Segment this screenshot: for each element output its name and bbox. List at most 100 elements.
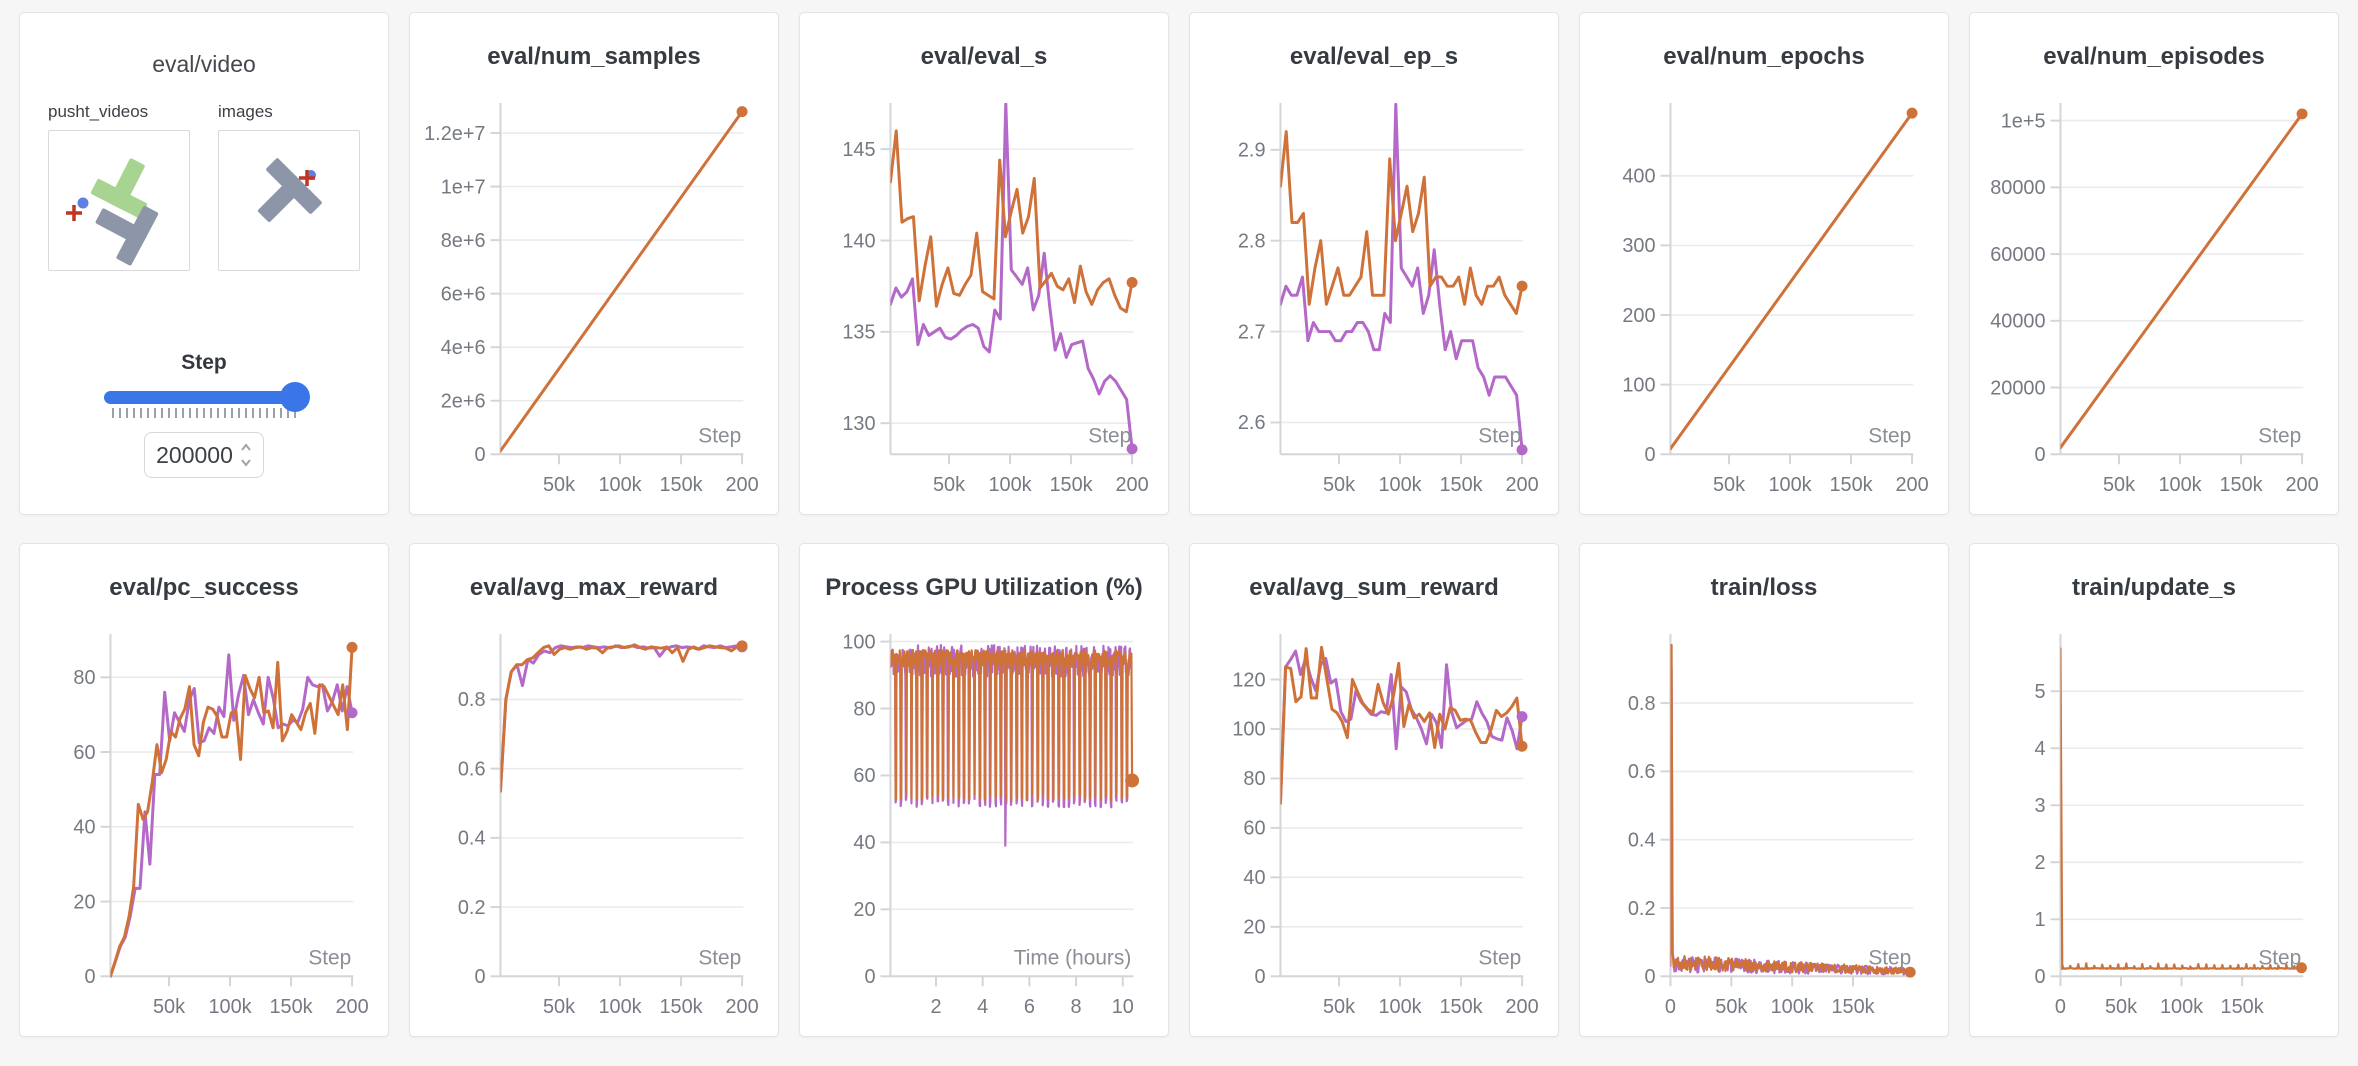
x-tick-label: 50k bbox=[1713, 474, 1745, 496]
stepper-arrows-icon[interactable] bbox=[240, 442, 252, 468]
series-line-purple bbox=[1280, 102, 1524, 452]
x-tick-label: 50k bbox=[153, 996, 185, 1018]
x-axis-label: Step bbox=[1088, 424, 1131, 447]
x-tick-label: 10 bbox=[1112, 996, 1134, 1018]
x-tick-label: 100k bbox=[208, 996, 251, 1018]
y-tick-label: 0 bbox=[84, 966, 95, 988]
images-thumbnail[interactable] bbox=[218, 130, 360, 271]
series-endpoint-orange bbox=[736, 640, 748, 652]
series-line-orange bbox=[2060, 112, 2304, 450]
series-line-orange bbox=[110, 645, 354, 978]
pusht-video-thumbnail[interactable] bbox=[48, 130, 190, 271]
y-tick-label: 100 bbox=[1622, 374, 1655, 396]
x-tick-label: 6 bbox=[1024, 996, 1035, 1018]
series-line-purple bbox=[890, 102, 1134, 451]
y-tick-label: 0 bbox=[864, 966, 875, 988]
y-tick-label: 2 bbox=[2034, 852, 2045, 874]
video-item-label: pusht_videos bbox=[48, 102, 149, 121]
chart-title: eval/eval_s bbox=[920, 43, 1048, 70]
y-tick-label: 400 bbox=[1622, 166, 1655, 188]
y-tick-label: 20 bbox=[1243, 917, 1265, 939]
x-tick-label: 100k bbox=[2160, 996, 2203, 1018]
chart-title: train/update_s bbox=[2071, 574, 2237, 601]
chart-plot-avg_sum_reward[interactable]: 0 20 40 60 80 100 120 50k 100k 150k 200 Step bbox=[1190, 624, 1558, 1036]
y-tick-label: 0.2 bbox=[458, 897, 486, 919]
series-line-orange bbox=[890, 648, 1134, 802]
x-tick-label: 200 bbox=[1895, 474, 1928, 496]
video-item-images: images bbox=[218, 102, 360, 271]
series-line-orange bbox=[500, 110, 744, 453]
step-number-input[interactable]: 200000 bbox=[144, 432, 264, 478]
y-tick-label: 8e+6 bbox=[441, 230, 486, 252]
chart-plot-num_samples[interactable]: 0 2e+6 4e+6 6e+6 8e+6 1e+7 1.2e+7 50k 100k 150k 20… bbox=[410, 93, 778, 514]
x-axis-label: Step bbox=[1478, 424, 1521, 447]
x-tick-label: 4 bbox=[977, 996, 988, 1018]
x-tick-label: 50k bbox=[1323, 996, 1355, 1018]
step-slider-ticks bbox=[112, 408, 300, 418]
y-tick-label: 0.2 bbox=[1628, 898, 1656, 920]
y-tick-label: 0 bbox=[1644, 444, 1655, 466]
series-line-orange bbox=[890, 129, 1134, 314]
series-endpoint-orange bbox=[2295, 962, 2307, 974]
x-tick-label: 150k bbox=[1439, 996, 1482, 1018]
chart-plot-pc_success[interactable]: 0 20 40 60 80 50k 100k 150k 200 Step bbox=[20, 624, 388, 1036]
series-endpoint-orange bbox=[346, 641, 358, 653]
series-endpoint-orange bbox=[1906, 107, 1918, 119]
chart-plot-num_episodes[interactable]: 0 20000 40000 60000 80000 1e+5 50k 100k 150k 200 S… bbox=[1970, 93, 2338, 514]
x-tick-label: 100k bbox=[1378, 474, 1421, 496]
y-tick-label: 0 bbox=[474, 444, 485, 466]
step-slider-thumb[interactable] bbox=[280, 382, 310, 412]
series-endpoint-purple bbox=[1516, 444, 1528, 456]
x-axis-label: Step bbox=[1868, 424, 1911, 447]
chart-plot-gpu[interactable]: 0 20 40 60 80 100 2 4 6 8 10 Time (hours) bbox=[800, 624, 1168, 1036]
x-tick-label: 50k bbox=[933, 474, 965, 496]
y-tick-label: 1e+5 bbox=[2001, 110, 2046, 132]
x-tick-label: 100k bbox=[598, 996, 641, 1018]
y-tick-label: 2e+6 bbox=[441, 391, 486, 413]
x-axis-label: Step bbox=[698, 424, 741, 447]
series-line-purple bbox=[1670, 667, 1912, 976]
chart-panel-eval_ep_s: eval/eval_ep_s 2.6 2.7 2.8 2.9 50k 100k 150k 200… bbox=[1189, 12, 1559, 515]
series-line-orange bbox=[1670, 643, 1912, 975]
x-tick-label: 100k bbox=[1771, 996, 1814, 1018]
x-tick-label: 50k bbox=[543, 474, 575, 496]
x-tick-label: 200 bbox=[1505, 996, 1538, 1018]
y-tick-label: 5 bbox=[2034, 681, 2045, 703]
y-tick-label: 6e+6 bbox=[441, 283, 486, 305]
x-tick-label: 150k bbox=[269, 996, 312, 1018]
chart-plot-eval_ep_s[interactable]: 2.6 2.7 2.8 2.9 50k 100k 150k 200 Step bbox=[1190, 93, 1558, 514]
y-tick-label: 80 bbox=[853, 698, 875, 720]
y-tick-label: 0 bbox=[2034, 966, 2045, 988]
chart-plot-num_epochs[interactable]: 0 100 200 300 400 50k 100k 150k 200 Step bbox=[1580, 93, 1948, 514]
series-endpoint-orange bbox=[2296, 108, 2308, 120]
x-tick-label: 100k bbox=[1768, 474, 1811, 496]
y-tick-label: 2.9 bbox=[1238, 140, 1266, 162]
y-tick-label: 120 bbox=[1232, 669, 1265, 691]
series-endpoint-purple bbox=[1516, 711, 1528, 723]
chart-plot-train_update_s[interactable]: 0 1 2 3 4 5 0 50k 100k 150k Step bbox=[1970, 624, 2338, 1036]
chart-plot-train_loss[interactable]: 0 0.2 0.4 0.6 0.8 0 50k 100k 150k Step bbox=[1580, 624, 1948, 1036]
chart-title: train/loss bbox=[1710, 574, 1818, 601]
chart-plot-eval_s[interactable]: 130 135 140 145 50k 100k 150k 200 Step bbox=[800, 93, 1168, 514]
x-tick-label: 150k bbox=[1831, 996, 1874, 1018]
series-endpoint-purple bbox=[1126, 443, 1138, 455]
step-slider-track[interactable] bbox=[104, 382, 310, 412]
x-tick-label: 200 bbox=[725, 996, 758, 1018]
x-tick-label: 0 bbox=[2055, 996, 2066, 1018]
step-value[interactable]: 200000 bbox=[156, 441, 233, 468]
chart-plot-avg_max_reward[interactable]: 0 0.2 0.4 0.6 0.8 50k 100k 150k 200 Step bbox=[410, 624, 778, 1036]
x-tick-label: 100k bbox=[598, 474, 641, 496]
pusht-scene-icon bbox=[66, 158, 159, 266]
x-tick-label: 150k bbox=[1439, 474, 1482, 496]
y-tick-label: 130 bbox=[842, 413, 875, 435]
step-slider[interactable] bbox=[104, 382, 310, 418]
series-endpoint-orange bbox=[1904, 966, 1916, 978]
x-tick-label: 50k bbox=[543, 996, 575, 1018]
x-axis-label: Step bbox=[2258, 424, 2301, 447]
x-tick-label: 200 bbox=[1115, 474, 1148, 496]
y-tick-label: 140 bbox=[842, 230, 875, 252]
x-tick-label: 200 bbox=[1505, 474, 1538, 496]
y-tick-label: 0 bbox=[2034, 444, 2045, 466]
series-endpoint-purple bbox=[346, 707, 358, 719]
